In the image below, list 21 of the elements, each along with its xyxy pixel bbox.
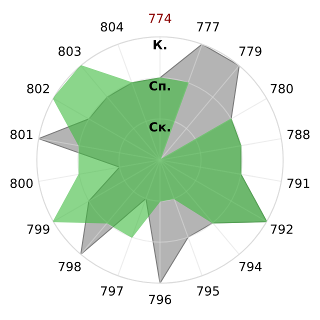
spoke-label: 792 xyxy=(270,224,292,234)
spoke-label: 780 xyxy=(270,84,293,94)
spoke-label: 797 xyxy=(101,286,123,296)
spoke-label: 802 xyxy=(27,84,49,94)
y-tick-label: Ск. xyxy=(149,122,170,132)
spoke-label: 794 xyxy=(239,262,262,272)
spoke-label: 791 xyxy=(288,178,310,188)
spoke-label: 779 xyxy=(239,46,262,56)
spoke-label: 804 xyxy=(100,22,124,32)
spoke-label: 777 xyxy=(197,22,219,32)
y-tick-label: Сп. xyxy=(149,81,170,91)
y-tick-label: К. xyxy=(154,40,166,50)
spoke-label: 795 xyxy=(197,286,219,296)
spoke-label: 799 xyxy=(27,224,50,234)
spoke-label: 796 xyxy=(149,294,172,304)
spoke-label: 800 xyxy=(10,178,33,188)
spoke-label: 798 xyxy=(58,262,81,272)
spoke-label: 774 xyxy=(149,14,172,23)
spoke-label: 803 xyxy=(58,46,81,56)
spoke-label: 788 xyxy=(288,130,310,140)
spoke-label: 801 xyxy=(10,130,32,140)
